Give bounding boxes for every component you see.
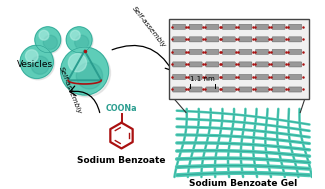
Circle shape [68, 54, 86, 72]
FancyBboxPatch shape [239, 49, 252, 54]
FancyArrowPatch shape [70, 86, 100, 113]
FancyBboxPatch shape [239, 24, 252, 29]
Circle shape [70, 30, 80, 40]
FancyBboxPatch shape [206, 74, 219, 80]
FancyBboxPatch shape [189, 62, 202, 67]
FancyBboxPatch shape [239, 87, 252, 92]
FancyBboxPatch shape [222, 87, 235, 92]
FancyBboxPatch shape [255, 24, 268, 29]
FancyBboxPatch shape [272, 87, 285, 92]
FancyBboxPatch shape [255, 74, 268, 80]
Circle shape [66, 27, 92, 53]
Circle shape [43, 35, 58, 49]
FancyBboxPatch shape [239, 62, 252, 67]
FancyBboxPatch shape [289, 24, 302, 29]
FancyBboxPatch shape [173, 87, 186, 92]
FancyBboxPatch shape [272, 74, 285, 80]
Circle shape [39, 30, 49, 40]
FancyBboxPatch shape [173, 49, 186, 54]
Text: 1.1 nm: 1.1 nm [190, 76, 215, 82]
Circle shape [20, 45, 53, 78]
FancyBboxPatch shape [222, 62, 235, 67]
Circle shape [61, 47, 109, 95]
Circle shape [36, 28, 62, 54]
FancyBboxPatch shape [239, 74, 252, 80]
FancyBboxPatch shape [173, 62, 186, 67]
FancyBboxPatch shape [173, 24, 186, 29]
Text: Vesicles: Vesicles [18, 60, 54, 69]
Bar [169, 19, 309, 99]
Circle shape [63, 49, 110, 97]
FancyBboxPatch shape [189, 74, 202, 80]
FancyBboxPatch shape [222, 37, 235, 42]
FancyBboxPatch shape [289, 62, 302, 67]
FancyBboxPatch shape [289, 49, 302, 54]
FancyBboxPatch shape [255, 87, 268, 92]
FancyBboxPatch shape [272, 24, 285, 29]
Circle shape [35, 27, 61, 53]
FancyBboxPatch shape [189, 49, 202, 54]
Circle shape [76, 63, 103, 89]
FancyBboxPatch shape [189, 24, 202, 29]
Text: Self-assembly: Self-assembly [131, 5, 167, 49]
FancyBboxPatch shape [189, 87, 202, 92]
Circle shape [31, 56, 49, 74]
Text: COONa: COONa [106, 105, 137, 113]
FancyBboxPatch shape [206, 24, 219, 29]
FancyBboxPatch shape [189, 37, 202, 42]
FancyBboxPatch shape [206, 37, 219, 42]
FancyArrowPatch shape [112, 45, 174, 70]
FancyBboxPatch shape [289, 37, 302, 42]
FancyBboxPatch shape [222, 74, 235, 80]
FancyBboxPatch shape [272, 37, 285, 42]
FancyBboxPatch shape [206, 87, 219, 92]
Text: Self-assembly: Self-assembly [58, 65, 82, 115]
FancyBboxPatch shape [239, 37, 252, 42]
FancyBboxPatch shape [255, 62, 268, 67]
FancyBboxPatch shape [272, 49, 285, 54]
FancyBboxPatch shape [173, 37, 186, 42]
FancyBboxPatch shape [206, 49, 219, 54]
FancyBboxPatch shape [255, 49, 268, 54]
Circle shape [67, 28, 93, 54]
FancyBboxPatch shape [206, 62, 219, 67]
Circle shape [25, 50, 38, 62]
FancyBboxPatch shape [222, 24, 235, 29]
FancyBboxPatch shape [222, 49, 235, 54]
Circle shape [21, 47, 55, 80]
FancyBboxPatch shape [289, 87, 302, 92]
FancyBboxPatch shape [173, 74, 186, 80]
Text: Sodium Benzoate Gel: Sodium Benzoate Gel [189, 179, 297, 188]
Circle shape [75, 35, 89, 49]
Text: Sodium Benzoate: Sodium Benzoate [77, 156, 166, 165]
FancyBboxPatch shape [272, 62, 285, 67]
FancyBboxPatch shape [289, 74, 302, 80]
FancyBboxPatch shape [255, 37, 268, 42]
